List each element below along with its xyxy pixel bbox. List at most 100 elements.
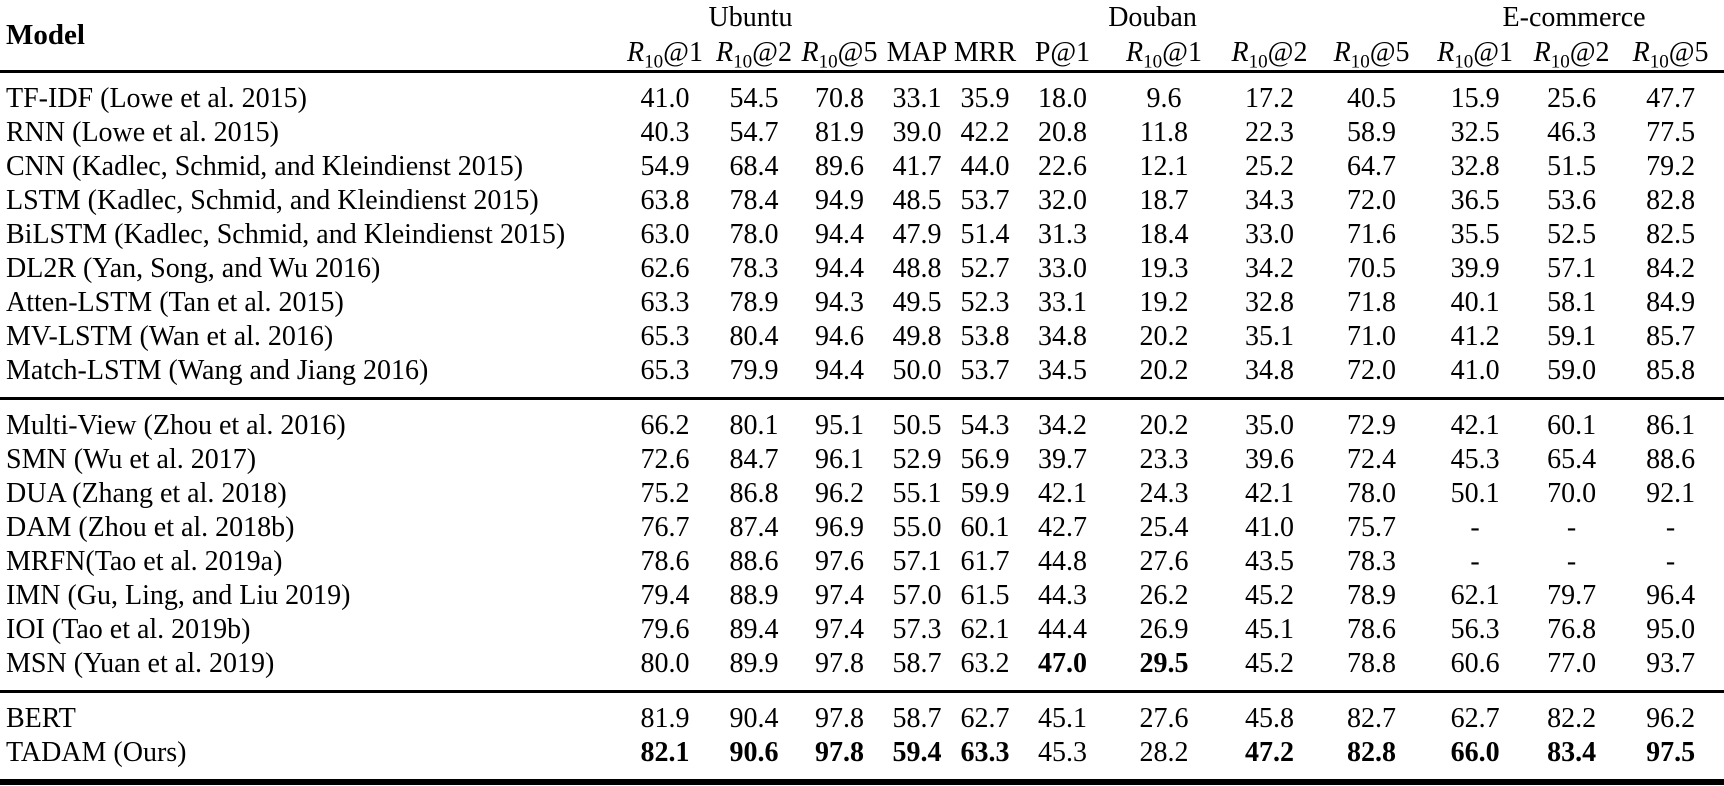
value-cell: 50.5	[892, 410, 942, 441]
value-cell: 71.6	[1347, 219, 1397, 250]
value-cell: 88.6	[729, 546, 779, 577]
value-cell: 85.8	[1646, 355, 1696, 386]
value-cell: 97.4	[815, 580, 864, 611]
value-cell: 20.8	[1038, 117, 1087, 148]
value-cell: 51.4	[960, 219, 1010, 250]
table-row: DAM (Zhou et al. 2018b) 76.7 87.4 96.9 55.0 6…	[0, 511, 1724, 545]
value-cell: 61.7	[960, 546, 1010, 577]
value-cell: 79.2	[1646, 151, 1696, 182]
value-cell: 44.4	[1038, 614, 1087, 645]
table-row: MV-LSTM (Wan et al. 2016) 65.3 80.4 94.6 49.…	[0, 320, 1724, 354]
value-cell: 52.5	[1547, 219, 1597, 250]
value-cell: 26.2	[1139, 580, 1189, 611]
value-cell: -	[1665, 512, 1676, 543]
table-row: LSTM (Kadlec, Schmid, and Kleindienst 20…	[0, 184, 1724, 218]
model-name-cell: MSN (Yuan et al. 2019)	[6, 648, 275, 679]
value-cell: 46.3	[1547, 117, 1597, 148]
value-cell: 80.4	[729, 321, 779, 352]
table-row: CNN (Kadlec, Schmid, and Kleindienst 201…	[0, 150, 1724, 184]
value-cell: 89.9	[729, 648, 779, 679]
value-cell: 53.6	[1547, 185, 1597, 216]
model-name-cell: LSTM (Kadlec, Schmid, and Kleindienst 20…	[6, 185, 539, 216]
value-cell: 31.3	[1038, 219, 1087, 250]
model-name-cell: DAM (Zhou et al. 2018b)	[6, 512, 295, 543]
value-cell: 40.3	[640, 117, 690, 148]
value-cell: 58.7	[892, 648, 942, 679]
value-cell: 25.4	[1139, 512, 1189, 543]
value-cell: 64.7	[1347, 151, 1397, 182]
column-header-model: Model	[6, 19, 85, 51]
value-cell: 33.0	[1038, 253, 1087, 284]
value-cell: 58.7	[892, 703, 942, 734]
column-header-ubuntu-r10-at-1: R10@1	[627, 37, 703, 72]
table-row: Multi-View (Zhou et al. 2016) 66.2 80.1 95.…	[0, 399, 1724, 444]
value-cell: 45.3	[1450, 444, 1500, 475]
value-cell: 72.6	[640, 444, 690, 475]
model-name-cell: TF-IDF (Lowe et al. 2015)	[6, 83, 307, 114]
value-cell: 94.6	[815, 321, 864, 352]
value-cell: 59.4	[892, 737, 942, 768]
table-row: Atten-LSTM (Tan et al. 2015) 63.3 78.9 94.3…	[0, 286, 1724, 320]
value-cell: 90.4	[729, 703, 779, 734]
model-name-cell: Match-LSTM (Wang and Jiang 2016)	[6, 355, 429, 386]
value-cell: 47.9	[892, 219, 942, 250]
value-cell: 32.5	[1450, 117, 1500, 148]
value-cell: 65.3	[640, 321, 690, 352]
value-cell: 81.9	[640, 703, 690, 734]
value-cell: 39.0	[892, 117, 942, 148]
value-cell: 20.2	[1139, 355, 1189, 386]
value-cell: 58.1	[1547, 287, 1597, 318]
table-row: DL2R (Yan, Song, and Wu 2016) 62.6 78.3 94.…	[0, 252, 1724, 286]
value-cell: 18.4	[1139, 219, 1189, 250]
group-header-row: Model Ubuntu Douban E-commerce	[0, 0, 1724, 51]
value-cell: 96.2	[815, 478, 864, 509]
value-cell: 92.1	[1646, 478, 1696, 509]
value-cell: 57.3	[892, 614, 942, 645]
value-cell: 62.1	[960, 614, 1010, 645]
value-cell: 78.4	[729, 185, 779, 216]
value-cell: 34.2	[1245, 253, 1294, 284]
value-cell: 41.0	[1245, 512, 1294, 543]
value-cell: 39.9	[1450, 253, 1500, 284]
table-row: IMN (Gu, Ling, and Liu 2019) 79.4 88.9 97.4…	[0, 579, 1724, 613]
value-cell: 78.6	[1347, 614, 1397, 645]
value-cell: 78.0	[729, 219, 779, 250]
value-cell: 57.0	[892, 580, 942, 611]
value-cell: 57.1	[1547, 253, 1597, 284]
metric-header-row: R10@1 R10@2 R10@5 MAP MRR P@1 R10@1 R10@2 R10@5 R…	[0, 35, 1724, 72]
value-cell: 63.3	[640, 287, 690, 318]
model-name-cell: DUA (Zhang et al. 2018)	[6, 478, 287, 509]
value-cell: -	[1566, 512, 1577, 543]
column-header-douban-r10-at-2: R10@2	[1231, 37, 1308, 72]
value-cell: 23.3	[1139, 444, 1189, 475]
value-cell: 55.1	[892, 478, 942, 509]
value-cell: 82.1	[640, 737, 690, 768]
value-cell: 87.4	[729, 512, 779, 543]
value-cell: 35.5	[1450, 219, 1500, 250]
value-cell: 96.9	[815, 512, 864, 543]
value-cell: 44.3	[1038, 580, 1087, 611]
value-cell: 62.7	[1450, 703, 1500, 734]
value-cell: 50.1	[1450, 478, 1500, 509]
value-cell: 82.5	[1646, 219, 1696, 250]
value-cell: 17.2	[1245, 83, 1294, 114]
model-name-cell: MRFN(Tao et al. 2019a)	[6, 546, 283, 577]
column-header-e-commerce-r10-at-2: R10@2	[1533, 37, 1610, 72]
value-cell: 83.4	[1547, 737, 1597, 768]
value-cell: 62.1	[1450, 580, 1500, 611]
value-cell: 84.7	[729, 444, 779, 475]
value-cell: 45.2	[1245, 580, 1294, 611]
value-cell: 94.4	[815, 219, 864, 250]
value-cell: 41.0	[640, 83, 690, 114]
table-section-3: BERT 81.9 90.4 97.8 58.7 62.7 45.1 27.6 45.8 82.7…	[0, 691, 1724, 783]
value-cell: 54.9	[640, 151, 690, 182]
value-cell: 27.6	[1139, 703, 1189, 734]
value-cell: 35.1	[1245, 321, 1294, 352]
value-cell: 34.5	[1038, 355, 1087, 386]
value-cell: 95.0	[1646, 614, 1696, 645]
model-name-cell: IOI (Tao et al. 2019b)	[6, 614, 251, 645]
value-cell: 42.1	[1245, 478, 1294, 509]
value-cell: 70.8	[815, 83, 864, 114]
value-cell: 32.0	[1038, 185, 1087, 216]
value-cell: 82.2	[1547, 703, 1597, 734]
